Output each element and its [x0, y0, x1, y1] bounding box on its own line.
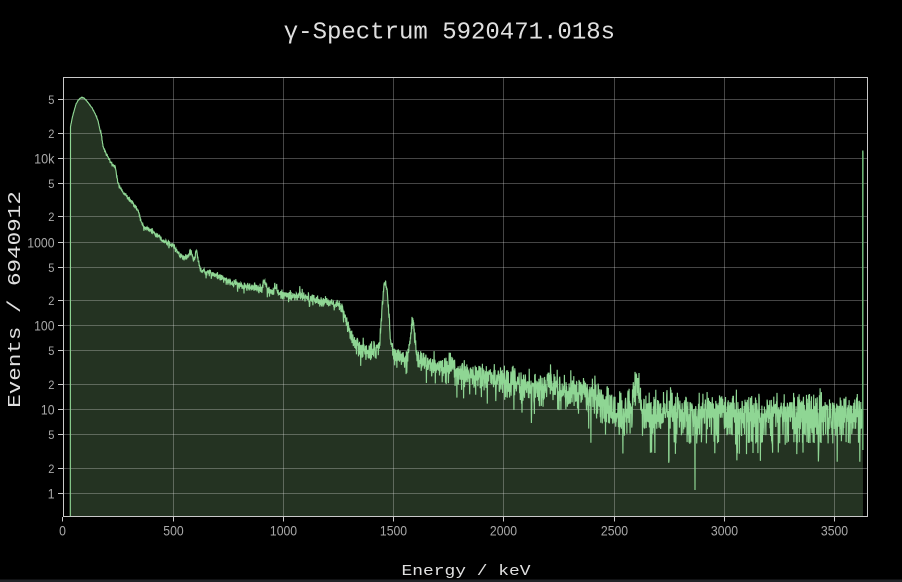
svg-text:1000: 1000	[27, 235, 54, 251]
svg-text:3500: 3500	[821, 523, 848, 539]
svg-text:2: 2	[48, 210, 54, 224]
svg-text:2500: 2500	[601, 523, 628, 539]
svg-text:100: 100	[34, 318, 55, 334]
svg-text:2: 2	[48, 127, 54, 141]
svg-text:500: 500	[163, 523, 184, 539]
svg-text:10k: 10k	[34, 151, 55, 167]
svg-text:Events / 6940912: Events / 6940912	[6, 191, 26, 408]
svg-text:5: 5	[48, 261, 54, 275]
svg-text:1: 1	[48, 486, 55, 502]
svg-text:5: 5	[48, 177, 54, 191]
svg-text:0: 0	[59, 523, 66, 539]
svg-text:10: 10	[41, 402, 55, 418]
svg-text:2: 2	[48, 378, 54, 392]
svg-text:2: 2	[48, 294, 54, 308]
svg-text:3000: 3000	[711, 523, 738, 539]
svg-text:Energy / keV: Energy / keV	[402, 563, 531, 580]
svg-text:5: 5	[48, 344, 54, 358]
svg-text:5: 5	[48, 93, 54, 107]
svg-text:2000: 2000	[490, 523, 517, 539]
svg-text:1000: 1000	[270, 523, 297, 539]
svg-text:2: 2	[48, 462, 54, 476]
svg-text:γ-Spectrum 5920471.018s: γ-Spectrum 5920471.018s	[284, 20, 615, 47]
svg-text:5: 5	[48, 428, 54, 442]
svg-text:1500: 1500	[380, 523, 407, 539]
